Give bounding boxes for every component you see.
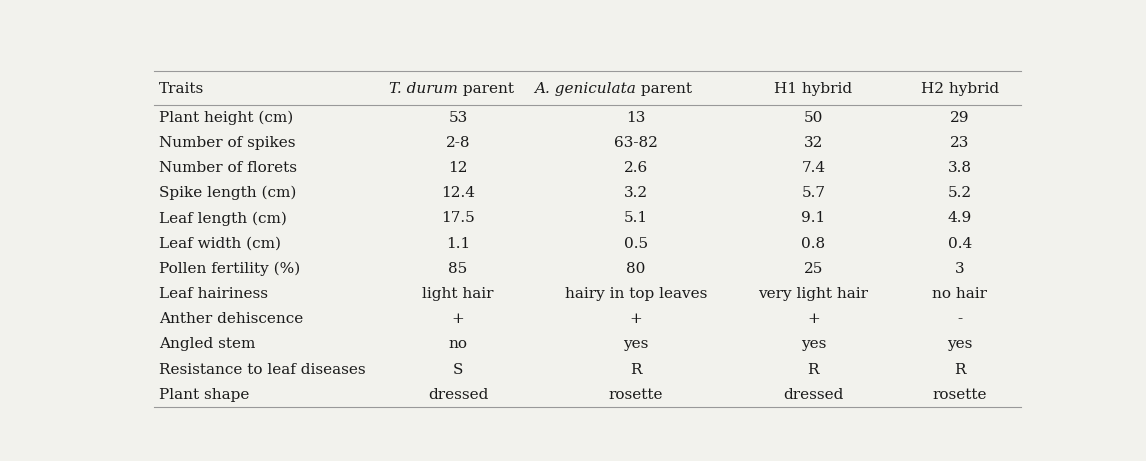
Text: 12.4: 12.4 xyxy=(441,186,476,200)
Text: R: R xyxy=(955,363,966,377)
Text: Angled stem: Angled stem xyxy=(159,337,256,351)
Text: 32: 32 xyxy=(803,136,823,150)
Text: Plant height (cm): Plant height (cm) xyxy=(159,111,293,125)
Text: parent: parent xyxy=(636,82,692,96)
Text: light hair: light hair xyxy=(423,287,494,301)
Text: yes: yes xyxy=(948,337,973,351)
Text: 3.8: 3.8 xyxy=(948,161,972,175)
Text: Plant shape: Plant shape xyxy=(159,388,250,402)
Text: 63-82: 63-82 xyxy=(614,136,658,150)
Text: yes: yes xyxy=(623,337,649,351)
Text: 50: 50 xyxy=(803,111,823,124)
Text: +: + xyxy=(629,312,642,326)
Text: 23: 23 xyxy=(950,136,970,150)
Text: 0.4: 0.4 xyxy=(948,236,972,251)
Text: no hair: no hair xyxy=(933,287,988,301)
Text: dressed: dressed xyxy=(783,388,843,402)
Text: S: S xyxy=(453,363,463,377)
Text: parent: parent xyxy=(458,82,515,96)
Text: Leaf hairiness: Leaf hairiness xyxy=(159,287,268,301)
Text: Number of spikes: Number of spikes xyxy=(159,136,296,150)
Text: 17.5: 17.5 xyxy=(441,212,474,225)
Text: 0.8: 0.8 xyxy=(801,236,825,251)
Text: Leaf width (cm): Leaf width (cm) xyxy=(159,236,281,251)
Text: Pollen fertility (%): Pollen fertility (%) xyxy=(159,262,300,276)
Text: 3: 3 xyxy=(955,262,965,276)
Text: 3.2: 3.2 xyxy=(623,186,647,200)
Text: H2 hybrid: H2 hybrid xyxy=(921,82,999,96)
Text: 12: 12 xyxy=(448,161,468,175)
Text: Leaf length (cm): Leaf length (cm) xyxy=(159,211,288,225)
Text: -: - xyxy=(957,312,963,326)
Text: 5.7: 5.7 xyxy=(801,186,825,200)
Text: Spike length (cm): Spike length (cm) xyxy=(159,186,297,201)
Text: yes: yes xyxy=(801,337,826,351)
Text: +: + xyxy=(807,312,819,326)
Text: rosette: rosette xyxy=(609,388,664,402)
Text: 80: 80 xyxy=(626,262,645,276)
Text: 29: 29 xyxy=(950,111,970,124)
Text: Resistance to leaf diseases: Resistance to leaf diseases xyxy=(159,363,366,377)
Text: 85: 85 xyxy=(448,262,468,276)
Text: H1 hybrid: H1 hybrid xyxy=(775,82,853,96)
Text: 9.1: 9.1 xyxy=(801,212,825,225)
Text: no: no xyxy=(448,337,468,351)
Text: +: + xyxy=(452,312,464,326)
Text: 13: 13 xyxy=(626,111,645,124)
Text: Number of florets: Number of florets xyxy=(159,161,297,175)
Text: R: R xyxy=(630,363,642,377)
Text: 2.6: 2.6 xyxy=(623,161,647,175)
Text: 1.1: 1.1 xyxy=(446,236,470,251)
Text: Anther dehiscence: Anther dehiscence xyxy=(159,312,304,326)
Text: T. durum: T. durum xyxy=(390,82,458,96)
Text: dressed: dressed xyxy=(427,388,488,402)
Text: 0.5: 0.5 xyxy=(623,236,647,251)
Text: 2-8: 2-8 xyxy=(446,136,470,150)
Text: rosette: rosette xyxy=(933,388,987,402)
Text: hairy in top leaves: hairy in top leaves xyxy=(565,287,707,301)
Text: 5.1: 5.1 xyxy=(623,212,647,225)
Text: R: R xyxy=(808,363,819,377)
Text: 5.2: 5.2 xyxy=(948,186,972,200)
Text: A. geniculata: A. geniculata xyxy=(534,82,636,96)
Text: 25: 25 xyxy=(803,262,823,276)
Text: very light hair: very light hair xyxy=(759,287,869,301)
Text: 4.9: 4.9 xyxy=(948,212,972,225)
Text: 53: 53 xyxy=(448,111,468,124)
Text: Traits: Traits xyxy=(159,82,204,96)
Text: 7.4: 7.4 xyxy=(801,161,825,175)
